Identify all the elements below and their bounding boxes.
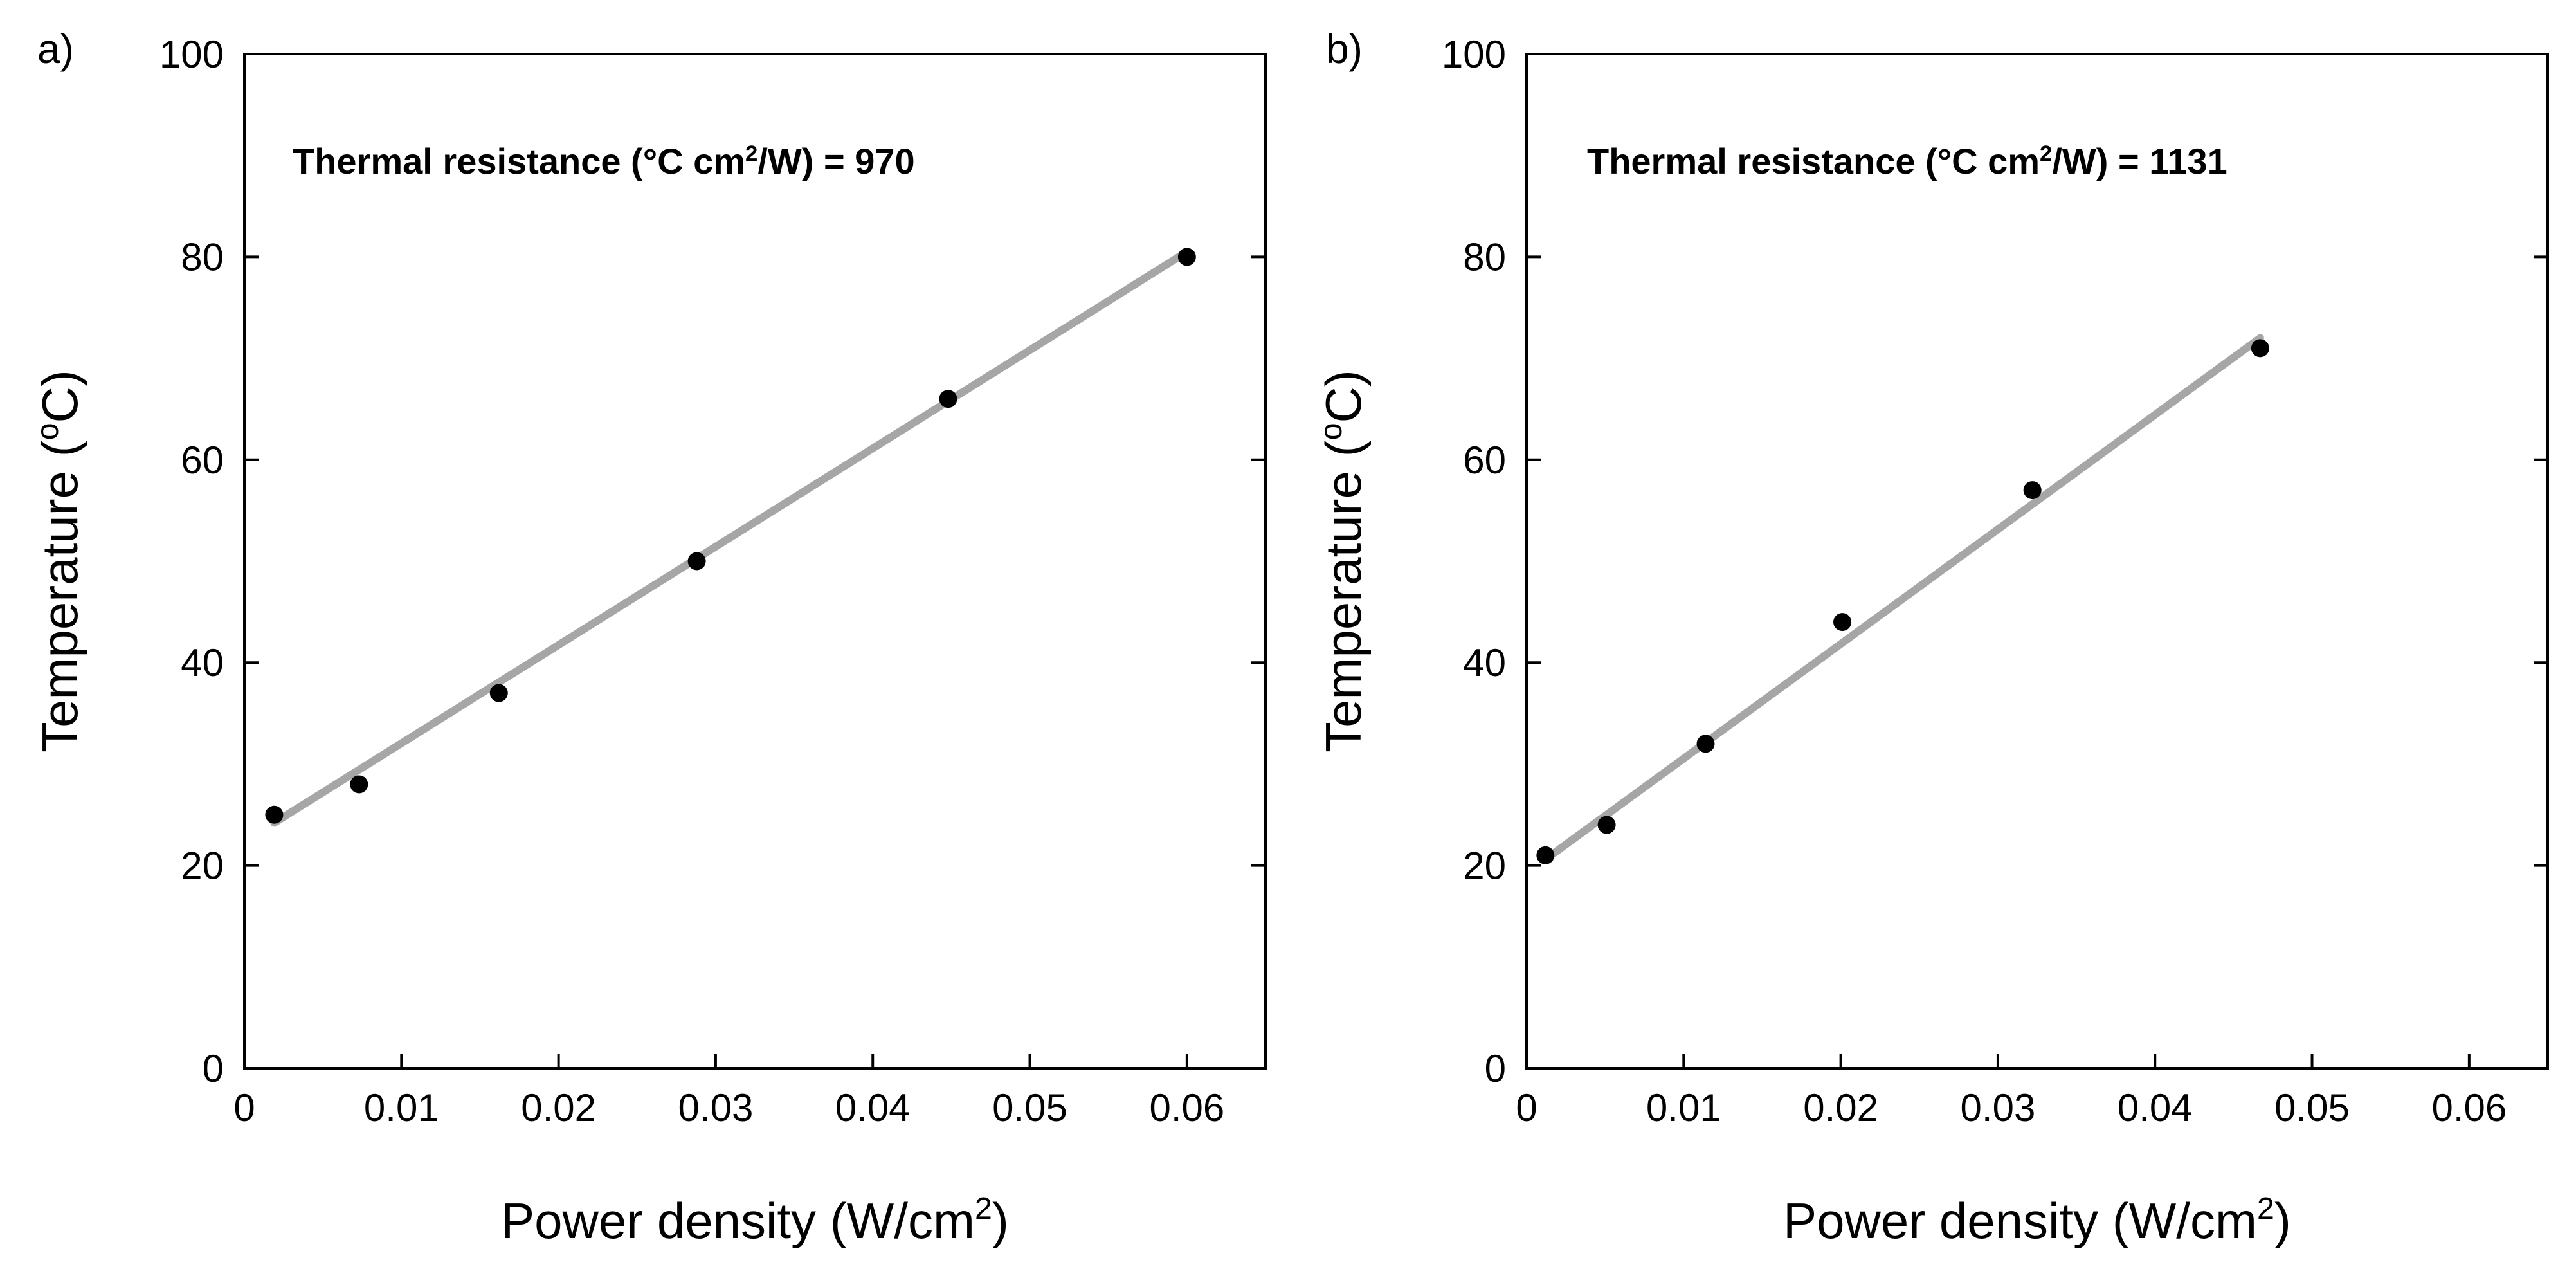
x-tick-label: 0 <box>233 1086 255 1129</box>
y-axis-label: Temperature (oC) <box>30 370 88 753</box>
x-tick-label: 0.02 <box>521 1086 596 1129</box>
x-axis-label-text: Power density (W/cm <box>1783 1192 2257 1249</box>
data-point <box>1833 613 1852 632</box>
y-tick-label: 20 <box>181 844 224 888</box>
x-tick-label: 0.02 <box>1803 1086 1878 1129</box>
data-point <box>350 775 368 794</box>
y-axis-label-text: Temperature ( <box>1315 440 1372 753</box>
x-tick-label: 0.06 <box>2431 1086 2507 1129</box>
y-tick-label: 40 <box>1463 641 1506 684</box>
x-tick-label: 0.03 <box>1961 1086 2036 1129</box>
data-point <box>939 390 957 408</box>
y-tick-label: 40 <box>181 641 224 684</box>
x-axis-label-superscript: 2 <box>2257 1191 2274 1226</box>
panel-label: b) <box>1326 26 1363 72</box>
x-tick-label: 0.04 <box>2118 1086 2193 1129</box>
y-tick-label: 80 <box>1463 235 1506 278</box>
y-axis-label-suffix: C) <box>1315 370 1372 423</box>
data-point <box>2251 339 2269 358</box>
y-axis-label-suffix: C) <box>32 370 88 423</box>
x-axis-label-text: Power density (W/cm <box>501 1192 975 1249</box>
x-axis-label: Power density (W/cm2) <box>1783 1191 2291 1249</box>
annotation-prefix: Thermal resistance (°C cm <box>293 141 745 181</box>
plot-frame <box>243 53 1267 1070</box>
x-tick-label: 0.03 <box>678 1086 754 1129</box>
fit-line <box>1541 334 2264 864</box>
x-axis-label-suffix: ) <box>2274 1192 2291 1249</box>
data-point <box>1177 248 1196 266</box>
x-axis-label: Power density (W/cm2) <box>501 1191 1009 1249</box>
y-axis-label-superscript: o <box>1314 423 1348 440</box>
x-tick-label: 0.06 <box>1149 1086 1224 1129</box>
y-axis-label-text: Temperature ( <box>32 440 88 753</box>
x-tick-label: 0.05 <box>992 1086 1067 1129</box>
data-point <box>265 805 284 824</box>
plot-frame <box>1525 53 2549 1070</box>
x-axis-label-superscript: 2 <box>975 1191 992 1226</box>
x-tick-label: 0.05 <box>2274 1086 2350 1129</box>
panel-label: a) <box>37 26 74 72</box>
fit-line <box>270 248 1191 827</box>
y-tick-label: 100 <box>1442 33 1506 76</box>
data-point <box>2023 481 2042 500</box>
annotation-suffix: /W) = 1131 <box>2052 141 2227 181</box>
y-tick-label: 0 <box>203 1047 224 1090</box>
x-tick-label: 0.04 <box>835 1086 911 1129</box>
data-point <box>1536 846 1555 864</box>
data-point <box>1696 735 1715 753</box>
x-tick-label: 0.01 <box>364 1086 439 1129</box>
x-axis-label-suffix: ) <box>992 1192 1009 1249</box>
annotation-prefix: Thermal resistance (°C cm <box>1587 141 2040 181</box>
data-point <box>687 552 706 571</box>
data-point <box>1597 816 1616 834</box>
annotation-superscript: 2 <box>2040 142 2052 166</box>
y-tick-label: 0 <box>1485 1047 1506 1090</box>
thermal-resistance-annotation: Thermal resistance (°C cm2/W) = 1131 <box>1587 141 2227 181</box>
thermal-resistance-annotation: Thermal resistance (°C cm2/W) = 970 <box>293 141 915 181</box>
y-axis-label-superscript: o <box>30 423 65 440</box>
y-tick-label: 100 <box>159 33 224 76</box>
y-tick-label: 60 <box>181 439 224 482</box>
y-axis-label: Temperature (oC) <box>1314 370 1372 753</box>
chart-panel-b: 0 0.01 0.02 0.03 0.04 0.05 0.06 0 20 40 60 80 100 b) T… <box>1314 26 2549 1249</box>
y-tick-label: 80 <box>181 235 224 278</box>
x-tick-label: 0 <box>1516 1086 1537 1129</box>
y-tick-label: 20 <box>1463 844 1506 888</box>
data-point <box>489 684 508 702</box>
chart-panel-a: 0 0.01 0.02 0.03 0.04 0.05 0.06 0 20 40 60 80 100 a) T… <box>30 26 1267 1249</box>
x-tick-label: 0.01 <box>1646 1086 1721 1129</box>
y-tick-label: 60 <box>1463 439 1506 482</box>
annotation-superscript: 2 <box>745 142 757 166</box>
annotation-suffix: /W) = 970 <box>757 141 914 181</box>
